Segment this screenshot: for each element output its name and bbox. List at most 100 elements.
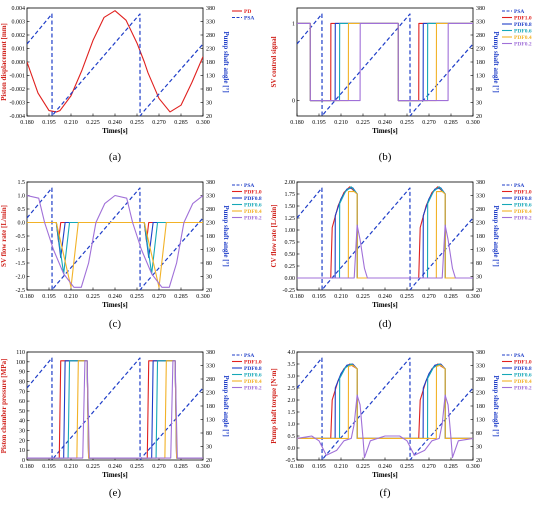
y2-tick-label: 130	[476, 74, 485, 80]
y-tick-label: 1.5	[18, 180, 26, 186]
x-axis-label: Times[s]	[372, 301, 398, 309]
legend-label: PDF0.8	[514, 196, 532, 202]
legend-label: PDF0.2	[244, 216, 262, 222]
y-tick-label: 0.000	[12, 60, 26, 66]
x-axis-label: Times[s]	[102, 301, 128, 309]
y-tick-label: 0.002	[12, 33, 26, 39]
x-tick-label: 0.240	[378, 120, 392, 126]
x-tick-label: 0.180	[290, 464, 304, 470]
y-tick-label: -0.003	[10, 101, 26, 107]
chart-panel-a: 0.180 0.195 0.210 0.225 0.240 0.255 0.270 0.285…	[0, 6, 254, 163]
series-line-pdf0-4	[297, 22, 473, 102]
y2-tick-label: 330	[476, 194, 485, 200]
y-axis-label: Pump shaft torque [N·m]	[270, 368, 278, 444]
x-axis-label: Times[s]	[102, 127, 128, 135]
plot-frame	[296, 181, 474, 291]
y2-tick-label: 280	[206, 377, 215, 383]
y2-tick-label: 80	[476, 87, 482, 93]
legend-label: PSA	[514, 353, 524, 359]
y-tick-label: 10	[19, 448, 25, 454]
x-tick-label: 0.210	[64, 464, 78, 470]
y-tick-label: 0	[22, 458, 25, 464]
y2-tick-label: 330	[476, 364, 485, 370]
x-tick-label: 0.300	[466, 294, 480, 300]
y-tick-label: 1.75	[285, 192, 296, 198]
x-tick-label: 0.255	[130, 464, 144, 470]
legend-label: PDF0.8	[514, 22, 532, 28]
y2-axis-label: Pump shaft angle [°]	[492, 375, 500, 436]
y-tick-label: 3.0	[288, 374, 296, 380]
y-tick-label: 20	[19, 438, 25, 444]
x-tick-label: 0.195	[312, 464, 326, 470]
y-axis-label: Piston displacement [mm]	[0, 23, 8, 101]
y-tick-label: -0.002	[10, 87, 26, 93]
y2-tick-label: 30	[476, 275, 482, 281]
plot-frame	[296, 7, 474, 117]
y-tick-label: 0.5	[18, 207, 26, 213]
series-line-pdf0-4	[27, 221, 203, 288]
x-tick-label: 0.270	[152, 294, 166, 300]
series-line-psa	[27, 13, 203, 116]
x-tick-label: 0.240	[378, 294, 392, 300]
y-tick-label: -0.004	[10, 114, 26, 120]
x-tick-label: 0.180	[290, 294, 304, 300]
x-tick-label: 0.180	[20, 120, 34, 126]
y2-tick-label: 80	[206, 87, 212, 93]
chart-panel-d: 0.180 0.195 0.210 0.225 0.240 0.255 0.270 0.285…	[270, 180, 532, 330]
x-tick-label: 0.285	[174, 120, 188, 126]
y2-tick-label: 130	[476, 418, 485, 424]
x-tick-label: 0.255	[400, 120, 414, 126]
x-tick-label: 0.225	[86, 464, 100, 470]
y2-tick-label: 30	[206, 101, 212, 107]
y-tick-label: 0.0	[18, 221, 26, 227]
x-tick-label: 0.195	[42, 464, 56, 470]
x-tick-label: 0.225	[356, 294, 370, 300]
y2-tick-label: 180	[206, 404, 215, 410]
y-tick-label: 0.25	[285, 264, 296, 270]
chart-panel-c: 0.180 0.195 0.210 0.225 0.240 0.255 0.270 0.285…	[0, 180, 262, 330]
plot-frame	[26, 7, 204, 117]
y2-tick-label: 180	[206, 60, 215, 66]
series-group	[297, 13, 473, 116]
chart-panel-e: 0.180 0.195 0.210 0.225 0.240 0.255 0.270 0.285…	[0, 350, 262, 499]
y-tick-label: 30	[19, 429, 25, 435]
y-tick-label: 80	[19, 379, 25, 385]
y2-tick-label: 380	[206, 350, 215, 356]
legend-label: PDF1.0	[514, 190, 532, 196]
y-tick-label: -2.5	[16, 288, 26, 294]
legend-label: PDF0.8	[514, 366, 532, 372]
y2-tick-label: 20	[206, 458, 212, 464]
y-tick-label: -0.5	[286, 458, 296, 464]
y2-tick-label: 30	[476, 445, 482, 451]
x-tick-label: 0.225	[356, 120, 370, 126]
x-tick-label: 0.240	[378, 464, 392, 470]
series-line-pdf0-2	[27, 360, 203, 459]
y-tick-label: 1.25	[285, 216, 296, 222]
series-line-psa	[297, 187, 473, 290]
y2-tick-label: 180	[206, 234, 215, 240]
x-tick-label: 0.300	[196, 464, 210, 470]
y-tick-label: 0.001	[12, 47, 26, 53]
y2-tick-label: 230	[206, 47, 215, 53]
legend-label: PDF0.6	[514, 29, 532, 35]
x-tick-label: 0.300	[466, 120, 480, 126]
x-tick-label: 0.255	[130, 294, 144, 300]
x-tick-label: 0.240	[108, 294, 122, 300]
y2-tick-label: 230	[476, 47, 485, 53]
plot-frame	[26, 181, 204, 291]
y2-tick-label: 280	[206, 33, 215, 39]
y2-tick-label: 20	[476, 288, 482, 294]
legend-label: PDF0.4	[514, 209, 532, 215]
y-axis-label: SV control signal	[270, 36, 278, 87]
y2-tick-label: 30	[476, 101, 482, 107]
x-tick-label: 0.210	[334, 294, 348, 300]
y2-tick-label: 130	[206, 74, 215, 80]
y-tick-label: 2.0	[288, 398, 296, 404]
y-tick-label: 1.50	[285, 204, 296, 210]
y-tick-label: 0.75	[285, 240, 296, 246]
y-tick-label: 0.5	[288, 434, 296, 440]
legend-label: PSA	[244, 183, 254, 189]
x-tick-label: 0.285	[444, 464, 458, 470]
x-tick-label: 0.285	[174, 294, 188, 300]
legend-label: PDF0.4	[514, 35, 532, 41]
